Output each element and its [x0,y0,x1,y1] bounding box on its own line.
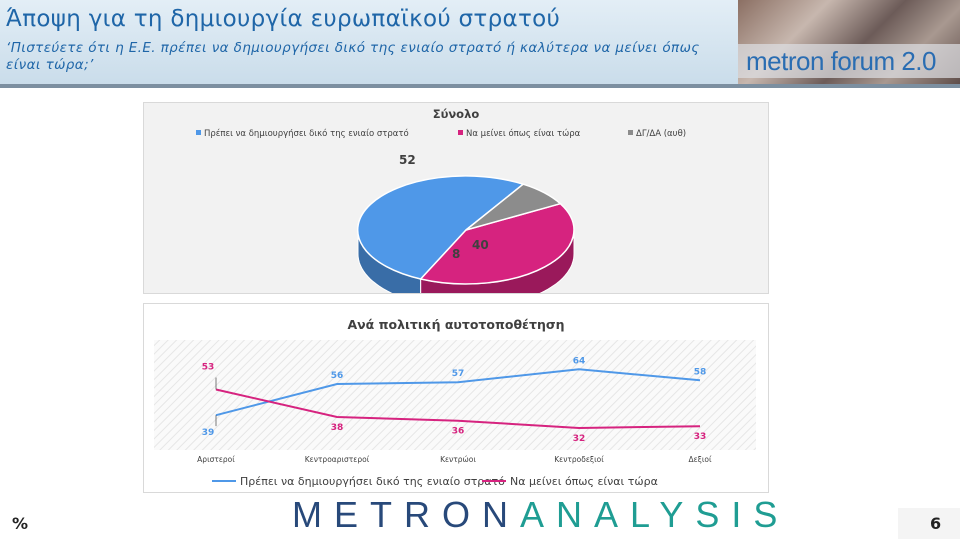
pie-legend-swatch [458,130,463,135]
logo-part-analysis: ANALYSIS [520,494,790,535]
pie-chart-title: Σύνολο [433,107,480,121]
category-label: Δεξιοί [688,455,711,464]
line-chart: Ανά πολιτική αυτοτοποθέτηση 39 56 57 64 58 53… [154,317,756,488]
line-legend-label: Να μείνει όπως είναι τώρα [510,475,658,488]
line-chart-title: Ανά πολιτική αυτοτοποθέτηση [347,317,564,332]
line-chart-panel: Ανά πολιτική αυτοτοποθέτηση 39 56 57 64 58 53… [143,303,769,493]
line-data-label: 64 [573,356,586,366]
page-subtitle: ‘Πιστεύετε ότι η Ε.Ε. πρέπει να δημιουργ… [6,40,700,73]
pie-legend: Πρέπει να δημιουργήσει δικό της ενιαίο σ… [196,128,686,139]
line-data-label: 57 [452,369,465,379]
logo-part-metron: METRON [292,494,520,535]
line-legend-label: Πρέπει να δημιουργήσει δικό της ενιαίο σ… [240,475,505,488]
page-title: Άποψη για τη δημιουργία ευρωπαϊκού στρατ… [6,6,561,32]
category-label: Κεντροαριστεροί [305,455,370,464]
pie-slice-pink [419,202,575,285]
percent-sign: % [12,514,29,533]
page-number: 6 [930,514,942,533]
line-data-label: 33 [694,432,707,442]
pie-chart-panel: Σύνολο Πρέπει να δημιουργήσει δικό της ε… [143,102,769,309]
pie-chart: Σύνολο Πρέπει να δημιουργήσει δικό της ε… [196,107,686,309]
pie-slice-blue [356,175,525,280]
metron-forum-logo: metron forum 2.0 [738,0,960,84]
pie-data-labels: 52 40 8 [399,153,489,261]
line-data-label: 36 [452,427,465,437]
line-data-label: 58 [694,367,707,377]
line-data-label: 38 [331,423,344,433]
pie-body [356,175,575,309]
pie-legend-label: ΔΓ/ΔΑ (αυθ) [636,129,686,139]
page-number-box [898,508,960,539]
category-label: Αριστεροί [197,455,235,464]
line-series-pink [215,388,701,430]
pie-slice-gray [465,183,562,231]
pie-legend-label: Να μείνει όπως είναι τώρα [466,128,581,139]
pie-legend-label: Πρέπει να δημιουργήσει δικό της ενιαίο σ… [204,128,409,139]
line-series-blue [215,368,701,417]
line-data-label: 39 [202,428,215,438]
header-divider [0,84,960,88]
logo-text: metron forum 2.0 [746,46,936,76]
pie-legend-swatch [628,130,633,135]
metron-analysis-logo: METRONANALYSIS [292,494,789,536]
category-label: Κεντρώοι [440,455,476,464]
pie-data-label: 8 [452,247,460,261]
pie-legend-swatch [196,130,201,135]
category-label: Κεντροδεξιοί [554,455,604,464]
logo-band [738,44,960,78]
pie-data-label: 40 [472,238,489,252]
line-data-label: 53 [202,363,215,373]
category-axis-labels: Αριστεροί Κεντροαριστεροί Κεντρώοι Κεντροδε… [197,455,712,464]
plot-area [154,340,756,450]
line-data-label: 32 [573,434,586,444]
pie-data-label: 52 [399,153,416,167]
line-legend: Πρέπει να δημιουργήσει δικό της ενιαίο σ… [212,475,658,488]
line-data-label: 56 [331,371,344,381]
line-series-group: 39 56 57 64 58 53 38 36 32 33 [202,356,707,444]
